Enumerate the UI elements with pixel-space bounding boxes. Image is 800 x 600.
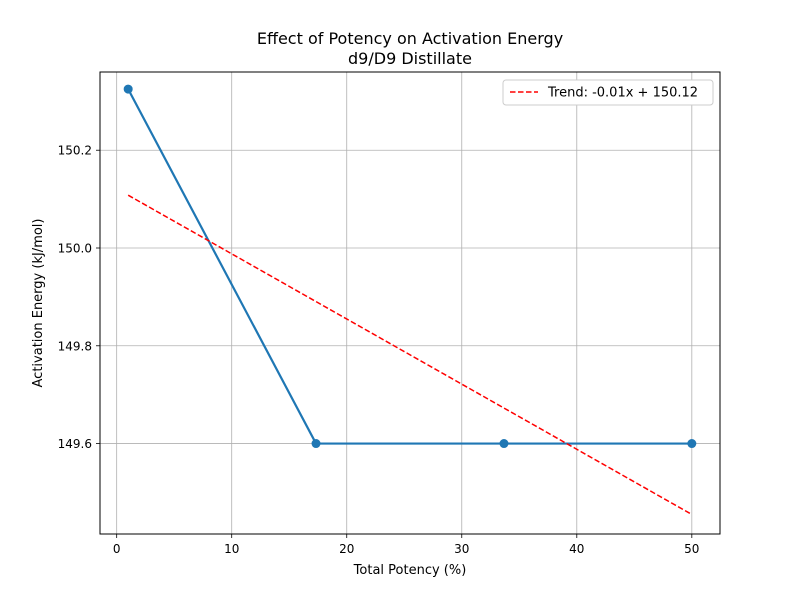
y-tick-label: 150.2 — [58, 144, 92, 158]
chart-subtitle: d9/D9 Distillate — [348, 49, 472, 68]
x-tick-label: 40 — [569, 542, 584, 556]
x-tick-label: 20 — [339, 542, 354, 556]
y-tick-label: 150.0 — [58, 242, 92, 256]
y-axis-label: Activation Energy (kJ/mol) — [31, 219, 46, 388]
series-point — [499, 439, 509, 449]
x-axis-label: Total Potency (%) — [353, 563, 467, 578]
axis-ticks: 0 10 20 30 40 50 149.6 149.8 150.0 150.2 — [58, 144, 700, 556]
series-line — [127, 88, 692, 445]
y-tick-label: 149.6 — [58, 437, 92, 451]
x-tick-label: 0 — [113, 542, 121, 556]
legend-box — [502, 79, 714, 106]
x-tick-label: 50 — [684, 542, 699, 556]
series-point — [311, 439, 321, 449]
x-tick-label: 30 — [454, 542, 469, 556]
legend-trend-label: Trend: -0.01x + 150.12 — [547, 86, 698, 101]
chart-title: Effect of Potency on Activation Energy — [257, 29, 563, 48]
plot-frame — [99, 71, 721, 535]
grid — [100, 72, 720, 534]
series-point — [123, 84, 133, 94]
plot-series — [123, 84, 697, 516]
trend-line — [127, 194, 693, 516]
series-point — [687, 439, 697, 449]
y-tick-label: 149.8 — [58, 339, 92, 353]
legend: Trend: -0.01x + 150.12 — [502, 79, 714, 106]
x-tick-label: 10 — [224, 542, 239, 556]
